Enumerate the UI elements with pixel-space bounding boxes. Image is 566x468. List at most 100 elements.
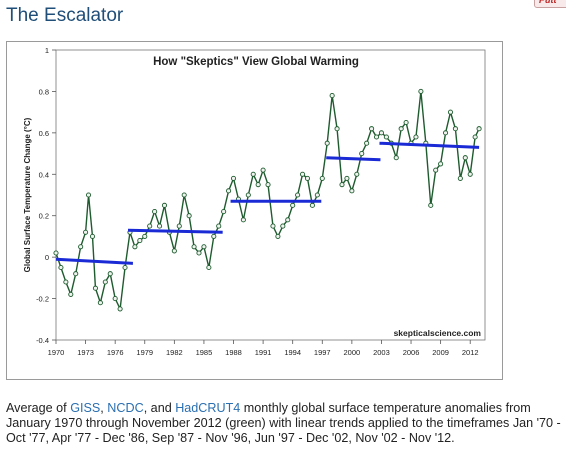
y-axis: -0.4 -0.2 0 0.2 0.4 0.6 0.8 1 xyxy=(36,46,56,345)
x-tick-label: 1970 xyxy=(48,348,65,357)
trend-line xyxy=(379,141,480,149)
data-point xyxy=(97,300,103,306)
data-point xyxy=(280,223,286,229)
data-point xyxy=(403,119,409,126)
data-point xyxy=(438,161,444,167)
ncdc-link[interactable]: NCDC xyxy=(107,401,144,415)
x-tick-label: 2006 xyxy=(403,348,420,357)
data-point xyxy=(171,248,177,254)
data-point xyxy=(147,223,153,229)
temperature-line xyxy=(55,91,480,312)
chart-frame: How "Skeptics" View Global Warming Globa… xyxy=(6,41,503,380)
data-point xyxy=(265,182,271,188)
data-point xyxy=(196,250,202,256)
data-point xyxy=(161,202,168,208)
data-point xyxy=(78,244,84,250)
x-tick-label: 2000 xyxy=(344,348,361,357)
data-point xyxy=(53,250,59,256)
data-point xyxy=(275,233,281,239)
data-point xyxy=(398,126,404,132)
caption-sep2: , and xyxy=(143,401,176,415)
giss-link[interactable]: GISS xyxy=(70,401,101,415)
data-point xyxy=(250,171,256,177)
data-point xyxy=(137,238,143,244)
caption-suffix: monthly global surface temperature anoma… xyxy=(6,401,561,445)
data-point xyxy=(467,171,473,177)
data-point xyxy=(132,244,138,250)
data-point xyxy=(354,171,360,177)
data-point xyxy=(319,175,325,181)
corner-button[interactable]: Putt xyxy=(534,0,566,8)
data-point xyxy=(290,202,296,208)
data-point xyxy=(457,175,463,181)
data-point xyxy=(334,126,340,132)
y-tick-label: 1 xyxy=(45,46,49,55)
hadcrut4-link[interactable]: HadCRUT4 xyxy=(175,401,241,415)
data-point xyxy=(270,223,276,229)
y-tick-label: -0.4 xyxy=(36,336,49,345)
x-tick-label: 2003 xyxy=(373,348,390,357)
data-point xyxy=(314,192,320,198)
data-point xyxy=(443,130,449,136)
data-point xyxy=(191,244,197,250)
data-series xyxy=(53,88,482,312)
y-tick-label: 0.6 xyxy=(39,129,49,138)
data-point xyxy=(73,271,79,277)
data-point xyxy=(433,167,439,173)
data-point xyxy=(68,291,74,297)
caption-prefix: Average of xyxy=(6,401,71,415)
x-tick-label: 1991 xyxy=(255,348,272,357)
data-point xyxy=(201,244,207,250)
x-tick-label: 1979 xyxy=(136,348,153,357)
data-point xyxy=(373,134,380,140)
data-point xyxy=(112,296,118,302)
data-point xyxy=(83,229,89,235)
y-tick-label: 0.4 xyxy=(39,170,49,179)
data-point xyxy=(260,167,266,173)
data-point xyxy=(107,271,113,277)
data-point xyxy=(349,188,355,194)
page-title: The Escalator xyxy=(6,5,124,26)
x-tick-label: 1997 xyxy=(314,348,331,357)
data-point xyxy=(230,175,237,181)
data-point xyxy=(383,134,389,140)
y-tick-label: 0.2 xyxy=(39,212,49,221)
data-point xyxy=(428,202,434,208)
y-tick-label: 0 xyxy=(45,253,49,262)
data-point xyxy=(285,217,291,223)
data-point xyxy=(309,202,315,208)
data-point xyxy=(324,140,330,146)
data-point xyxy=(452,126,458,132)
data-point xyxy=(359,151,365,157)
trend-line xyxy=(326,156,381,162)
chart-svg: How "Skeptics" View Global Warming Globa… xyxy=(23,46,486,357)
y-tick-label: -0.2 xyxy=(36,295,49,304)
data-point xyxy=(378,130,384,136)
caption-sep1: , xyxy=(100,401,108,415)
x-tick-label: 1982 xyxy=(166,348,183,357)
x-tick-label: 1973 xyxy=(77,348,94,357)
data-point xyxy=(329,93,335,99)
plot-area xyxy=(55,49,486,341)
data-point xyxy=(339,182,345,188)
x-tick-label: 2009 xyxy=(432,348,449,357)
data-point xyxy=(226,188,232,194)
data-point xyxy=(206,264,212,271)
data-point xyxy=(413,134,419,140)
data-point xyxy=(152,209,158,215)
data-point xyxy=(85,192,92,198)
caption: Average of GISS, NCDC, and HadCRUT4 mont… xyxy=(6,401,562,446)
data-point xyxy=(89,233,96,239)
data-point xyxy=(447,109,454,115)
data-point xyxy=(157,223,163,229)
data-point xyxy=(255,182,261,188)
x-tick-label: 1976 xyxy=(107,348,124,357)
data-point xyxy=(92,285,98,291)
data-point xyxy=(295,192,301,198)
data-point xyxy=(58,264,64,271)
trend-line xyxy=(55,257,134,265)
data-point xyxy=(122,264,128,271)
data-point xyxy=(186,213,192,219)
trend-line xyxy=(127,228,223,234)
chart-title: How "Skeptics" View Global Warming xyxy=(153,56,359,68)
